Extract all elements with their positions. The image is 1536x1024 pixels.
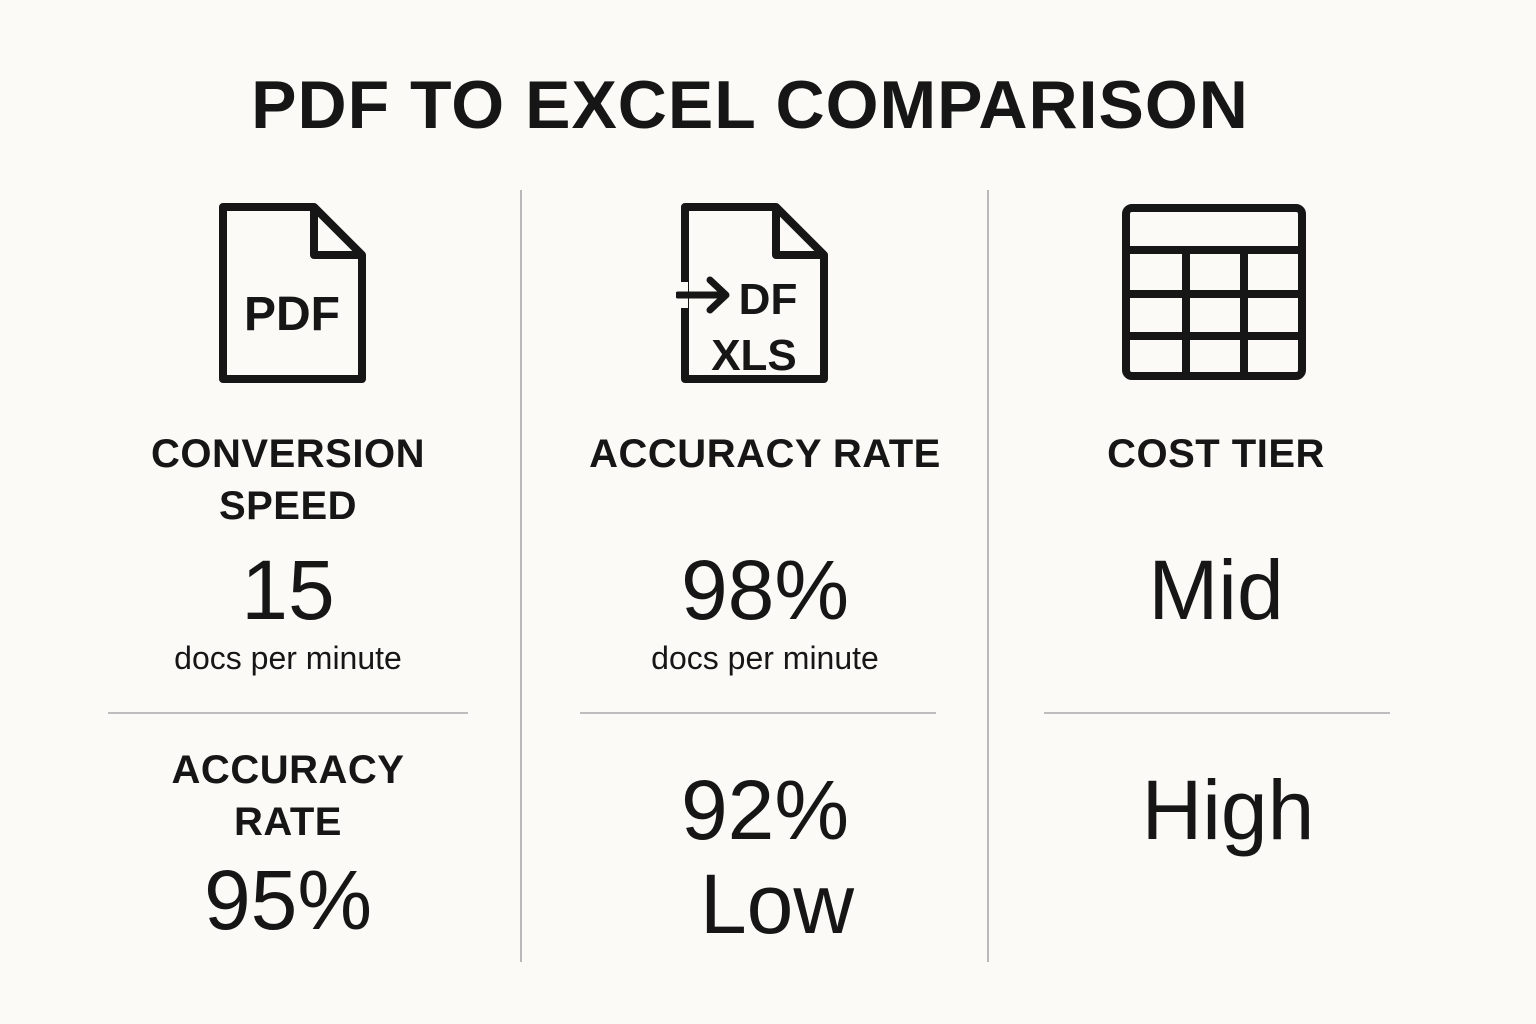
accuracy-rate-value: 95% [203,853,373,947]
spreadsheet-grid-icon [1120,202,1308,387]
conversion-speed-value: 15 [241,543,335,637]
accuracy-rate-label: ACCURACY RATE [589,432,941,476]
page-title: PDF TO EXCEL COMPARISON [251,67,1249,143]
label-line: CONVERSION [151,432,425,476]
icon-text-bottom: XLS [711,331,797,380]
column-divider [520,190,522,962]
cost-tier-label: COST TIER [1107,432,1325,476]
conversion-speed-label: CONVERSION SPEED [88,428,488,532]
secondary-accuracy-value: 92% [680,763,850,857]
pdf-to-xls-icon: DF XLS [674,202,832,393]
icon-text-top: DF [739,275,798,324]
accuracy-rate-value: 98% [680,543,850,637]
row-divider [108,712,468,714]
conversion-speed-unit: docs per minute [174,640,402,676]
column-divider [987,190,989,962]
accuracy-rate-label: ACCURACY RATE [88,744,488,848]
accuracy-rate-unit: docs per minute [651,640,879,676]
row-divider [1044,712,1390,714]
label-line: SPEED [218,484,358,528]
cost-low-value: Low [699,857,855,951]
pdf-file-icon: PDF [214,202,370,393]
label-line: RATE [234,800,342,844]
cost-tier-lower-value: High [1141,763,1315,857]
row-divider [580,712,936,714]
pdf-icon-text: PDF [244,288,340,341]
cost-tier-value: Mid [1148,543,1284,637]
label-line: ACCURACY [171,748,405,792]
